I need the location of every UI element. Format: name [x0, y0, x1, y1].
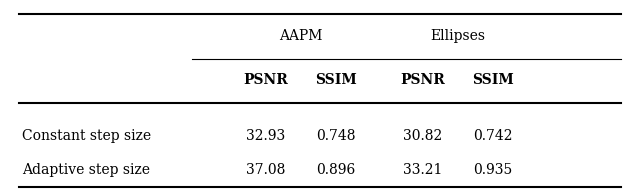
Text: 0.742: 0.742: [473, 129, 513, 143]
Text: 0.748: 0.748: [316, 129, 356, 143]
Text: SSIM: SSIM: [472, 73, 514, 87]
Text: SSIM: SSIM: [315, 73, 357, 87]
Text: AAPM: AAPM: [279, 29, 323, 43]
Text: Ellipses: Ellipses: [430, 29, 485, 43]
Text: 0.935: 0.935: [473, 163, 513, 177]
Text: PSNR: PSNR: [243, 73, 288, 87]
Text: Adaptive step size: Adaptive step size: [22, 163, 150, 177]
Text: 0.896: 0.896: [316, 163, 356, 177]
Text: PSNR: PSNR: [400, 73, 445, 87]
Text: 37.08: 37.08: [246, 163, 285, 177]
Text: Constant step size: Constant step size: [22, 129, 152, 143]
Text: 30.82: 30.82: [403, 129, 442, 143]
Text: 33.21: 33.21: [403, 163, 442, 177]
Text: 32.93: 32.93: [246, 129, 285, 143]
